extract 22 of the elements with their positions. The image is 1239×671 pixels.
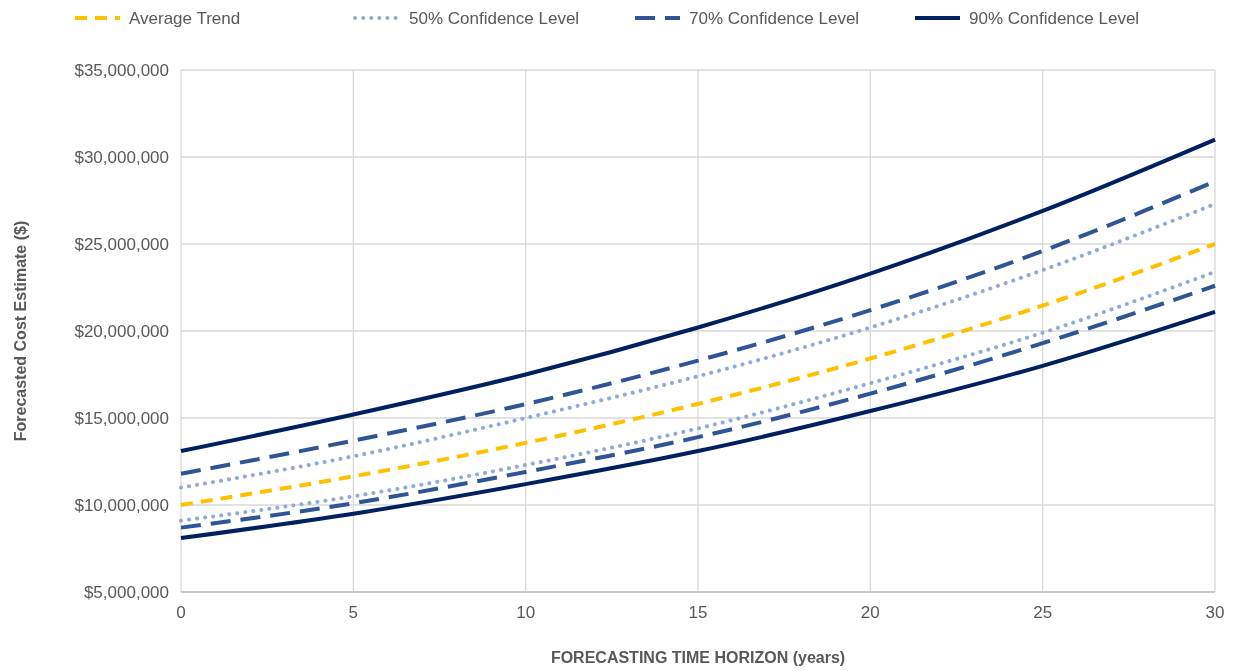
legend-label: 90% Confidence Level	[969, 8, 1140, 28]
x-tick-label: 30	[1205, 603, 1225, 622]
x-tick-label: 20	[860, 603, 880, 622]
y-tick-label: $10,000,000	[74, 495, 169, 515]
x-axis-title: FORECASTING TIME HORIZON (years)	[550, 649, 846, 666]
y-tick-label: $25,000,000	[74, 234, 169, 254]
y-tick-label: $15,000,000	[74, 408, 169, 428]
x-tick-label: 0	[176, 603, 186, 622]
y-tick-label: $5,000,000	[83, 582, 169, 602]
y-axis-title: Forecasted Cost Estimate ($)	[12, 220, 29, 442]
x-tick-label: 10	[516, 603, 536, 622]
line-series	[179, 242, 1217, 507]
line-series	[179, 137, 1217, 454]
x-tick-label: 25	[1033, 603, 1053, 622]
x-tick-label: 15	[688, 603, 708, 622]
y-tick-label: $30,000,000	[74, 147, 169, 167]
legend-label: 50% Confidence Level	[409, 8, 580, 28]
y-tick-label: $20,000,000	[74, 321, 169, 341]
legend-label: 70% Confidence Level	[689, 8, 860, 28]
x-tick-label: 5	[348, 603, 359, 622]
y-tick-label: $35,000,000	[74, 60, 169, 80]
legend-label: Average Trend	[129, 8, 241, 28]
